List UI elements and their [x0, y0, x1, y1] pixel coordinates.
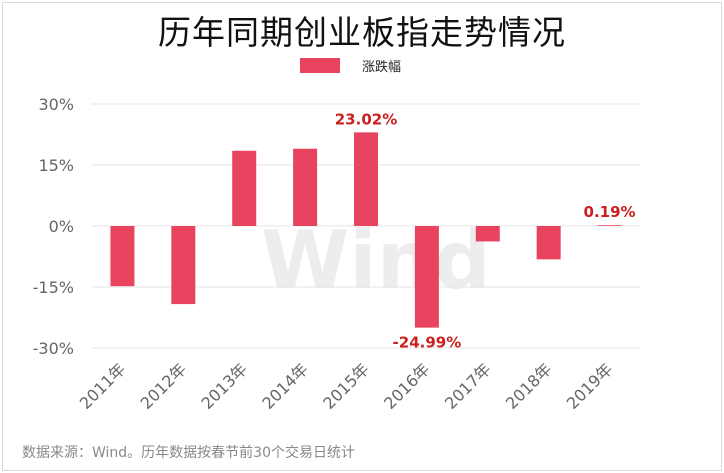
x-tick-label: 2017年	[441, 359, 495, 413]
y-tick-label: -15%	[33, 278, 74, 297]
x-tick-label: 2019年	[563, 359, 617, 413]
data-label: 0.19%	[584, 203, 636, 221]
bar	[232, 150, 257, 226]
y-tick-label: 30%	[38, 95, 74, 114]
x-tick-label: 2018年	[502, 359, 556, 413]
bar	[597, 225, 622, 226]
y-tick-label: 15%	[38, 156, 74, 175]
x-tick-label: 2012年	[137, 359, 191, 413]
bar	[354, 132, 378, 226]
bar	[293, 148, 318, 226]
bar	[475, 226, 500, 242]
source-note: 数据来源：Wind。历年数据按春节前30个交易日统计	[22, 445, 355, 461]
y-tick-label: -30%	[33, 339, 74, 358]
bar	[536, 226, 561, 260]
legend-label: 涨跌幅	[362, 59, 402, 75]
data-label: -24.99%	[393, 334, 462, 352]
bar	[171, 226, 196, 305]
watermark: Wind	[261, 214, 491, 307]
bar	[414, 226, 439, 328]
y-tick-label: 0%	[49, 217, 74, 236]
data-label: 23.02%	[335, 110, 397, 128]
x-tick-label: 2016年	[380, 359, 434, 413]
x-tick-label: 2013年	[197, 359, 251, 413]
x-tick-label: 2014年	[258, 359, 312, 413]
bar	[110, 226, 135, 287]
x-tick-label: 2015年	[319, 359, 373, 413]
legend: 涨跌幅	[300, 56, 402, 75]
x-tick-label: 2011年	[76, 359, 130, 413]
chart-title: 历年同期创业板指走势情况	[158, 13, 566, 52]
legend-swatch	[300, 57, 340, 73]
